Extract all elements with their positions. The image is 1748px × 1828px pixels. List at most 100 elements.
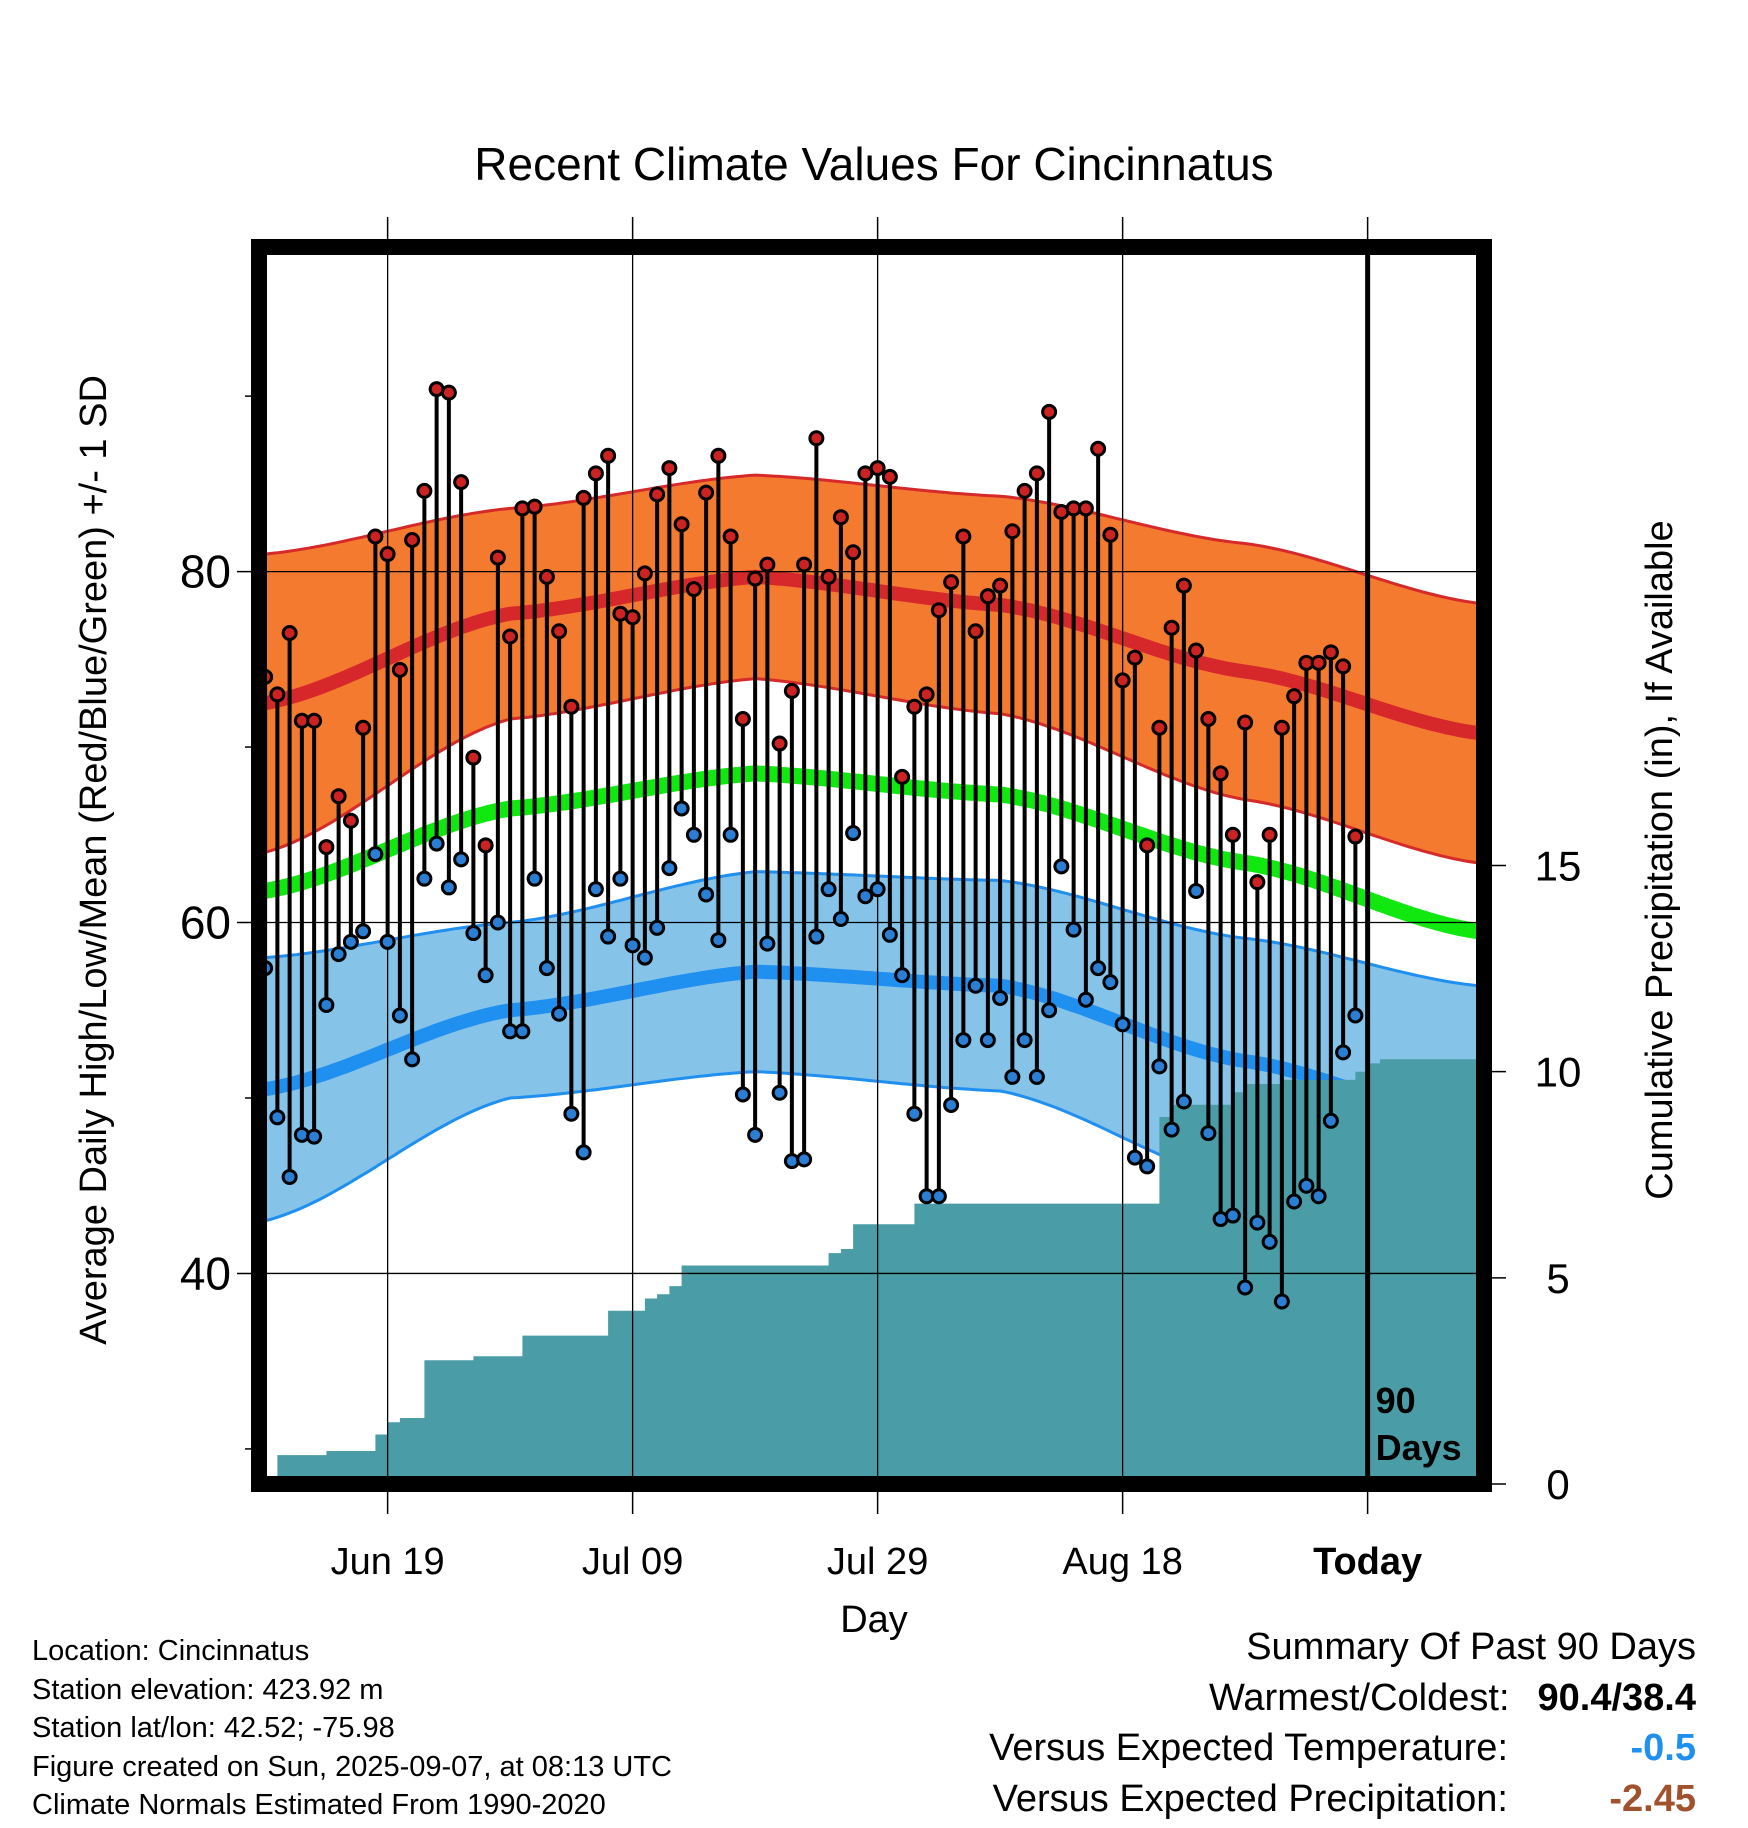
daily-high-point — [404, 532, 421, 549]
daily-low-point — [1016, 1032, 1033, 1049]
temperature-departure-value: -0.5 — [1630, 1727, 1696, 1769]
daily-high-point — [465, 749, 482, 766]
temperature-departure-row: Versus Expected Temperature: -0.5 — [989, 1723, 1696, 1774]
daily-low-point — [551, 1005, 568, 1022]
today-marker-label-count: 90 — [1376, 1380, 1416, 1421]
daily-high-point — [1151, 719, 1168, 736]
summary-panel: Summary Of Past 90 Days Warmest/Coldest:… — [989, 1622, 1696, 1824]
daily-high-point — [1261, 826, 1278, 843]
chart-title: Recent Climate Values For Cincinnatus — [474, 138, 1273, 190]
daily-low-point — [1163, 1121, 1180, 1138]
daily-low-point — [1126, 1149, 1143, 1166]
daily-high-point — [1041, 403, 1058, 420]
plot-area: 90 Days Jun 19 Jul 09 Jul 29 Aug 18 Today 40 60 8… — [180, 217, 1581, 1583]
precipitation-departure-label: Versus Expected Precipitation: — [992, 1777, 1508, 1820]
daily-low-point — [710, 932, 727, 949]
daily-high-point — [489, 549, 506, 566]
daily-high-point — [808, 430, 825, 447]
high-sd-upper-edge — [259, 473, 1484, 605]
daily-low-point — [1310, 1188, 1327, 1205]
daily-high-point — [771, 735, 788, 752]
daily-high-point — [967, 623, 984, 640]
daily-high-point — [1335, 658, 1352, 675]
daily-high-point — [734, 710, 751, 727]
daily-high-point — [673, 516, 690, 533]
daily-low-point — [1188, 882, 1205, 899]
daily-low-point — [649, 919, 666, 936]
normals-text: Climate Normals Estimated From 1990-2020 — [32, 1789, 606, 1821]
daily-high-point — [551, 623, 568, 640]
daily-high-point — [979, 588, 996, 605]
daily-high-point — [796, 556, 813, 573]
daily-low-point — [1139, 1158, 1156, 1175]
daily-low-point — [759, 935, 776, 952]
daily-high-point — [587, 465, 604, 482]
daily-high-point — [943, 574, 960, 591]
x-tick-label: Jun 19 — [331, 1541, 445, 1583]
daily-high-point — [1090, 440, 1107, 457]
daily-low-point — [342, 933, 359, 950]
daily-high-point — [1249, 874, 1266, 891]
daily-low-point — [722, 826, 739, 843]
daily-high-point — [636, 565, 653, 582]
warmest-coldest-label: Warmest/Coldest: — [1208, 1676, 1510, 1719]
elevation-text: Station elevation: 423.92 m — [32, 1673, 384, 1706]
daily-high-point — [1237, 714, 1254, 731]
daily-high-point — [477, 837, 494, 854]
daily-low-point — [587, 881, 604, 898]
daily-high-point — [845, 544, 862, 561]
daily-high-point — [685, 581, 702, 598]
daily-high-point — [747, 570, 764, 587]
daily-low-point — [1053, 858, 1070, 875]
daily-low-point — [661, 860, 678, 877]
daily-low-point — [685, 826, 702, 843]
precipitation-departure-value: -2.45 — [1609, 1777, 1696, 1820]
daily-high-point — [269, 686, 286, 703]
daily-high-point — [1139, 837, 1156, 854]
daily-high-point — [526, 498, 543, 515]
daily-low-point — [563, 1105, 580, 1122]
precipitation-departure-row: Versus Expected Precipitation: -2.45 — [989, 1774, 1696, 1825]
daily-high-point — [440, 384, 457, 401]
daily-low-point — [1028, 1068, 1045, 1085]
daily-high-point — [1200, 710, 1217, 727]
daily-high-point — [318, 839, 335, 856]
daily-low-point — [355, 923, 372, 940]
high-sd-band — [259, 475, 1484, 863]
summary-title: Summary Of Past 90 Days — [1246, 1626, 1696, 1668]
station-metadata: Location: Cincinnatus Station elevation:… — [32, 1632, 672, 1825]
normal-high-line — [259, 569, 1484, 740]
daily-high-point — [759, 556, 776, 573]
daily-low-point — [734, 1086, 751, 1103]
daily-high-point — [722, 528, 739, 545]
daily-high-point — [563, 698, 580, 715]
daily-low-point — [624, 937, 641, 954]
daily-high-point — [391, 661, 408, 678]
daily-low-point — [894, 967, 911, 984]
daily-low-point — [477, 967, 494, 984]
today-marker-label-unit: Days — [1376, 1427, 1462, 1468]
daily-low-point — [747, 1126, 764, 1143]
daily-high-point — [1322, 644, 1339, 661]
daily-high-point — [453, 474, 470, 491]
daily-high-point — [538, 568, 555, 585]
daily-high-point — [624, 609, 641, 626]
daily-low-point — [1224, 1207, 1241, 1224]
y-left-tick-label: 80 — [180, 546, 231, 598]
daily-low-point — [1151, 1058, 1168, 1075]
precipitation-area — [265, 1059, 1484, 1484]
x-tick-label: Today — [1313, 1541, 1422, 1583]
daily-low-point — [379, 933, 396, 950]
daily-low-point — [1077, 991, 1094, 1008]
daily-low-point — [1175, 1093, 1192, 1110]
daily-low-point — [857, 888, 874, 905]
daily-low-point — [796, 1151, 813, 1168]
daily-low-point — [538, 960, 555, 977]
daily-low-point — [428, 835, 445, 852]
daily-low-point — [955, 1032, 972, 1049]
daily-low-point — [416, 870, 433, 887]
daily-high-point — [1163, 619, 1180, 636]
y-axis-label-left: Average Daily High/Low/Mean (Red/Blue/Gr… — [73, 375, 115, 1345]
daily-low-point — [979, 1032, 996, 1049]
daily-high-point — [894, 768, 911, 785]
